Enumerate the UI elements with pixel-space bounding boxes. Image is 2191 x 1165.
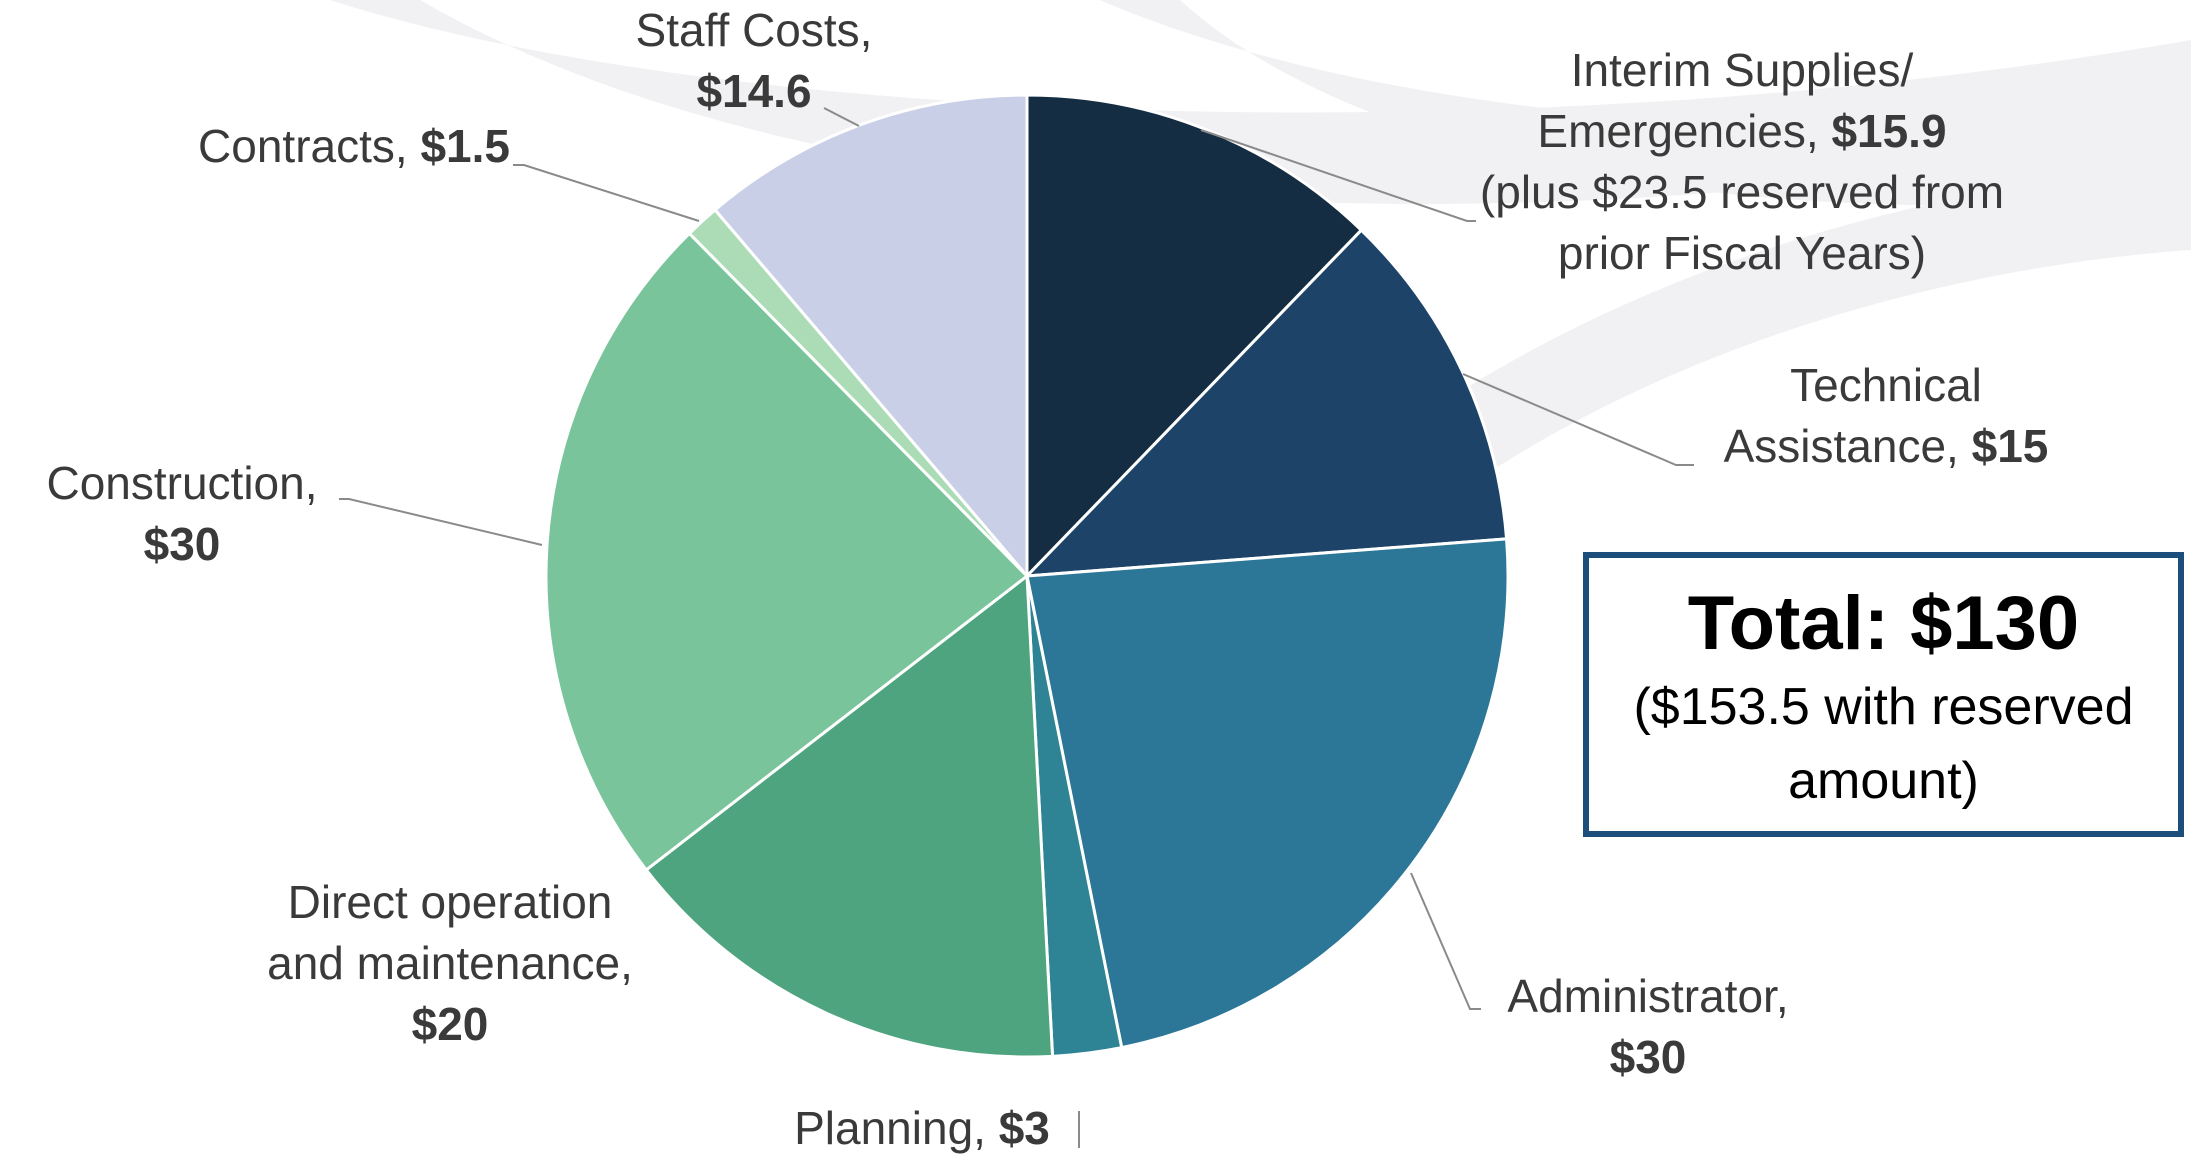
category-label: Interim Supplies/ Emergencies, xyxy=(1537,44,1914,157)
value-label: $20 xyxy=(411,998,489,1050)
value-label: $3 xyxy=(998,1102,1050,1154)
category-label: Staff Costs, xyxy=(635,4,873,56)
slice-label: Contracts, $1.5 xyxy=(148,116,510,177)
leader-line xyxy=(823,107,860,127)
pie-slice xyxy=(544,231,1030,872)
value-label: $1.5 xyxy=(420,120,510,172)
value-label: $15.9 xyxy=(1831,105,1947,157)
category-label: Technical Assistance, xyxy=(1723,359,1982,472)
pie xyxy=(544,93,1510,1059)
slice-label: Administrator, $30 xyxy=(1478,966,1818,1088)
leader-line xyxy=(1200,129,1476,222)
pie-slice xyxy=(712,93,1029,581)
leader-line xyxy=(1410,872,1481,1010)
slice-label: Construction, $30 xyxy=(17,453,347,575)
total-label: Total: $130 xyxy=(1687,581,2080,666)
category-label: Contracts, xyxy=(198,120,408,172)
slice-label: Staff Costs, $14.6 xyxy=(604,0,904,122)
leader-lines xyxy=(339,107,1694,1148)
slice-label: Planning, $3 xyxy=(722,1098,1122,1159)
total-note: ($153.5 with reserved amount) xyxy=(1633,678,2134,810)
value-label: $15 xyxy=(1971,420,2049,472)
value-label: $30 xyxy=(1609,1031,1687,1083)
value-label: $30 xyxy=(143,518,221,570)
pie-slice xyxy=(644,573,1055,1059)
annotation: (plus $23.5 reserved from prior Fiscal Y… xyxy=(1479,166,2005,279)
pie-slice xyxy=(1025,93,1364,580)
category-label: Planning, xyxy=(794,1102,986,1154)
slice-label: Interim Supplies/ Emergencies, $15.9 xyxy=(1497,40,1987,162)
leader-line xyxy=(339,498,543,546)
total-box: Total: $130 ($153.5 with reserved amount… xyxy=(1583,552,2184,837)
pie-slice xyxy=(1023,228,1509,578)
category-label: Direct operation and maintenance, xyxy=(267,876,633,989)
pie-slice xyxy=(1025,537,1510,1050)
background-swooshes xyxy=(330,0,2191,600)
category-label: Administrator, xyxy=(1507,970,1789,1022)
leader-line xyxy=(1462,373,1694,466)
slice-label: Technical Assistance, $15 xyxy=(1691,355,2081,477)
value-label: $14.6 xyxy=(696,65,812,117)
leader-line xyxy=(513,164,700,222)
slice-label: Direct operation and maintenance, $20 xyxy=(260,872,640,1055)
category-label: Construction, xyxy=(46,457,318,509)
